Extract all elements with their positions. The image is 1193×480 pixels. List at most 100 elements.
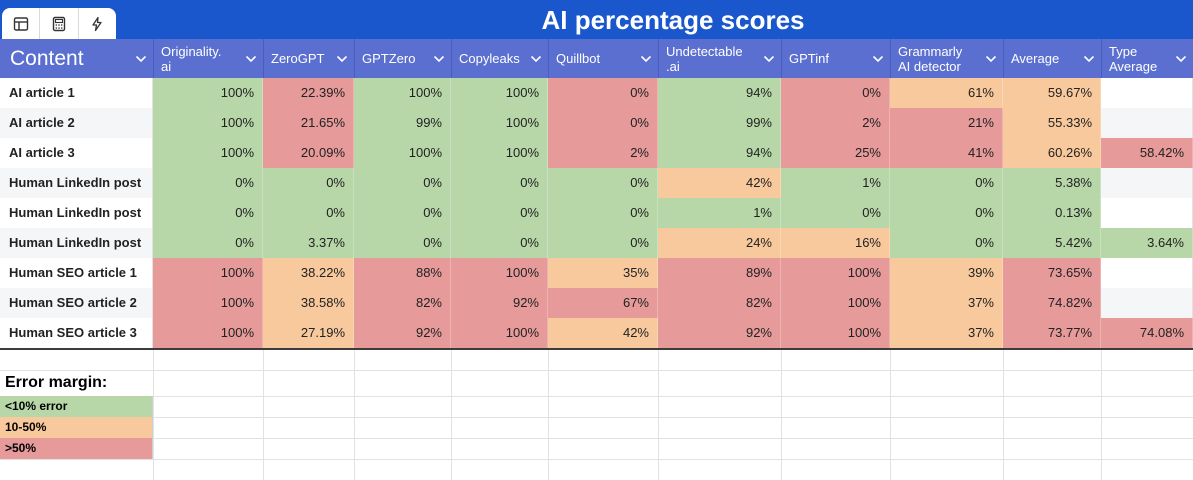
chevron-down-icon[interactable]	[1175, 55, 1187, 63]
lightning-icon[interactable]	[77, 8, 116, 39]
score-cell[interactable]: 100%	[153, 78, 263, 108]
column-header-1[interactable]: Originality. ai	[153, 39, 263, 78]
score-cell[interactable]: 2%	[781, 108, 890, 138]
row-name-cell[interactable]: AI article 1	[0, 78, 153, 108]
score-cell[interactable]: 74.82%	[1003, 288, 1101, 318]
score-cell[interactable]: 1%	[781, 168, 890, 198]
score-cell[interactable]: 100%	[781, 288, 890, 318]
score-cell[interactable]: 58.42%	[1101, 138, 1193, 168]
score-cell[interactable]: 100%	[451, 108, 548, 138]
score-cell[interactable]: 39%	[890, 258, 1003, 288]
table-icon[interactable]	[2, 8, 39, 39]
score-cell[interactable]: 0%	[451, 198, 548, 228]
score-cell[interactable]: 0.13%	[1003, 198, 1101, 228]
score-cell[interactable]: 0%	[153, 198, 263, 228]
score-cell[interactable]	[1101, 258, 1193, 288]
score-cell[interactable]: 94%	[658, 138, 781, 168]
column-header-8[interactable]: Grammarly AI detector	[890, 39, 1003, 78]
score-cell[interactable]: 100%	[451, 318, 548, 348]
score-cell[interactable]: 0%	[890, 198, 1003, 228]
column-header-6[interactable]: Undetectable .ai	[658, 39, 781, 78]
column-header-4[interactable]: Copyleaks	[451, 39, 548, 78]
row-name-cell[interactable]: AI article 3	[0, 138, 153, 168]
score-cell[interactable]: 82%	[354, 288, 451, 318]
score-cell[interactable]: 21.65%	[263, 108, 354, 138]
chevron-down-icon[interactable]	[763, 55, 775, 63]
score-cell[interactable]: 92%	[354, 318, 451, 348]
score-cell[interactable]: 59.67%	[1003, 78, 1101, 108]
score-cell[interactable]: 88%	[354, 258, 451, 288]
score-cell[interactable]: 100%	[354, 78, 451, 108]
chevron-down-icon[interactable]	[336, 55, 348, 63]
score-cell[interactable]: 27.19%	[263, 318, 354, 348]
score-cell[interactable]	[1101, 288, 1193, 318]
score-cell[interactable]: 37%	[890, 288, 1003, 318]
score-cell[interactable]: 100%	[451, 78, 548, 108]
score-cell[interactable]: 67%	[548, 288, 658, 318]
chevron-down-icon[interactable]	[985, 55, 997, 63]
score-cell[interactable]: 42%	[658, 168, 781, 198]
score-cell[interactable]: 0%	[263, 198, 354, 228]
score-cell[interactable]: 0%	[890, 228, 1003, 258]
score-cell[interactable]: 100%	[354, 138, 451, 168]
calculator-icon[interactable]	[39, 8, 77, 39]
score-cell[interactable]: 89%	[658, 258, 781, 288]
row-name-cell[interactable]: Human SEO article 1	[0, 258, 153, 288]
score-cell[interactable]: 61%	[890, 78, 1003, 108]
row-name-cell[interactable]: Human LinkedIn post 1	[0, 168, 153, 220]
score-cell[interactable]: 99%	[354, 108, 451, 138]
score-cell[interactable]: 92%	[451, 288, 548, 318]
legend-item-red[interactable]: >50%	[0, 438, 153, 459]
score-cell[interactable]: 92%	[658, 318, 781, 348]
column-header-9[interactable]: Average	[1003, 39, 1101, 78]
score-cell[interactable]: 37%	[890, 318, 1003, 348]
score-cell[interactable]: 0%	[354, 168, 451, 198]
score-cell[interactable]: 100%	[153, 138, 263, 168]
column-header-0[interactable]: Content	[0, 39, 153, 78]
score-cell[interactable]: 38.58%	[263, 288, 354, 318]
score-cell[interactable]: 0%	[548, 228, 658, 258]
score-cell[interactable]: 16%	[781, 228, 890, 258]
score-cell[interactable]: 74.08%	[1101, 318, 1193, 348]
row-name-cell[interactable]: Human SEO article 3	[0, 318, 153, 348]
chevron-down-icon[interactable]	[433, 55, 445, 63]
score-cell[interactable]: 0%	[548, 168, 658, 198]
score-cell[interactable]: 100%	[781, 318, 890, 348]
row-name-cell[interactable]: Human LinkedIn post 3	[0, 228, 153, 280]
score-cell[interactable]: 1%	[658, 198, 781, 228]
score-cell[interactable]: 3.64%	[1101, 228, 1193, 258]
score-cell[interactable]: 5.42%	[1003, 228, 1101, 258]
score-cell[interactable]: 100%	[153, 288, 263, 318]
score-cell[interactable]	[1101, 108, 1193, 138]
score-cell[interactable]: 0%	[781, 198, 890, 228]
score-cell[interactable]: 100%	[153, 318, 263, 348]
score-cell[interactable]: 0%	[890, 168, 1003, 198]
legend-item-orange[interactable]: 10-50%	[0, 417, 153, 438]
score-cell[interactable]: 100%	[451, 138, 548, 168]
score-cell[interactable]: 100%	[781, 258, 890, 288]
column-header-10[interactable]: Type Average	[1101, 39, 1193, 78]
score-cell[interactable]: 25%	[781, 138, 890, 168]
score-cell[interactable]: 21%	[890, 108, 1003, 138]
chevron-down-icon[interactable]	[245, 55, 257, 63]
score-cell[interactable]: 0%	[548, 78, 658, 108]
row-name-cell[interactable]: AI article 2	[0, 108, 153, 138]
chevron-down-icon[interactable]	[872, 55, 884, 63]
score-cell[interactable]: 55.33%	[1003, 108, 1101, 138]
score-cell[interactable]: 100%	[451, 258, 548, 288]
column-header-5[interactable]: Quillbot	[548, 39, 658, 78]
score-cell[interactable]: 20.09%	[263, 138, 354, 168]
chevron-down-icon[interactable]	[1083, 55, 1095, 63]
score-cell[interactable]: 0%	[263, 168, 354, 198]
score-cell[interactable]: 35%	[548, 258, 658, 288]
score-cell[interactable]	[1101, 198, 1193, 228]
score-cell[interactable]: 73.77%	[1003, 318, 1101, 348]
score-cell[interactable]: 0%	[548, 198, 658, 228]
score-cell[interactable]: 38.22%	[263, 258, 354, 288]
score-cell[interactable]: 0%	[354, 228, 451, 258]
score-cell[interactable]: 42%	[548, 318, 658, 348]
score-cell[interactable]: 24%	[658, 228, 781, 258]
column-header-7[interactable]: GPTinf	[781, 39, 890, 78]
column-header-3[interactable]: GPTZero	[354, 39, 451, 78]
score-cell[interactable]	[1101, 168, 1193, 198]
